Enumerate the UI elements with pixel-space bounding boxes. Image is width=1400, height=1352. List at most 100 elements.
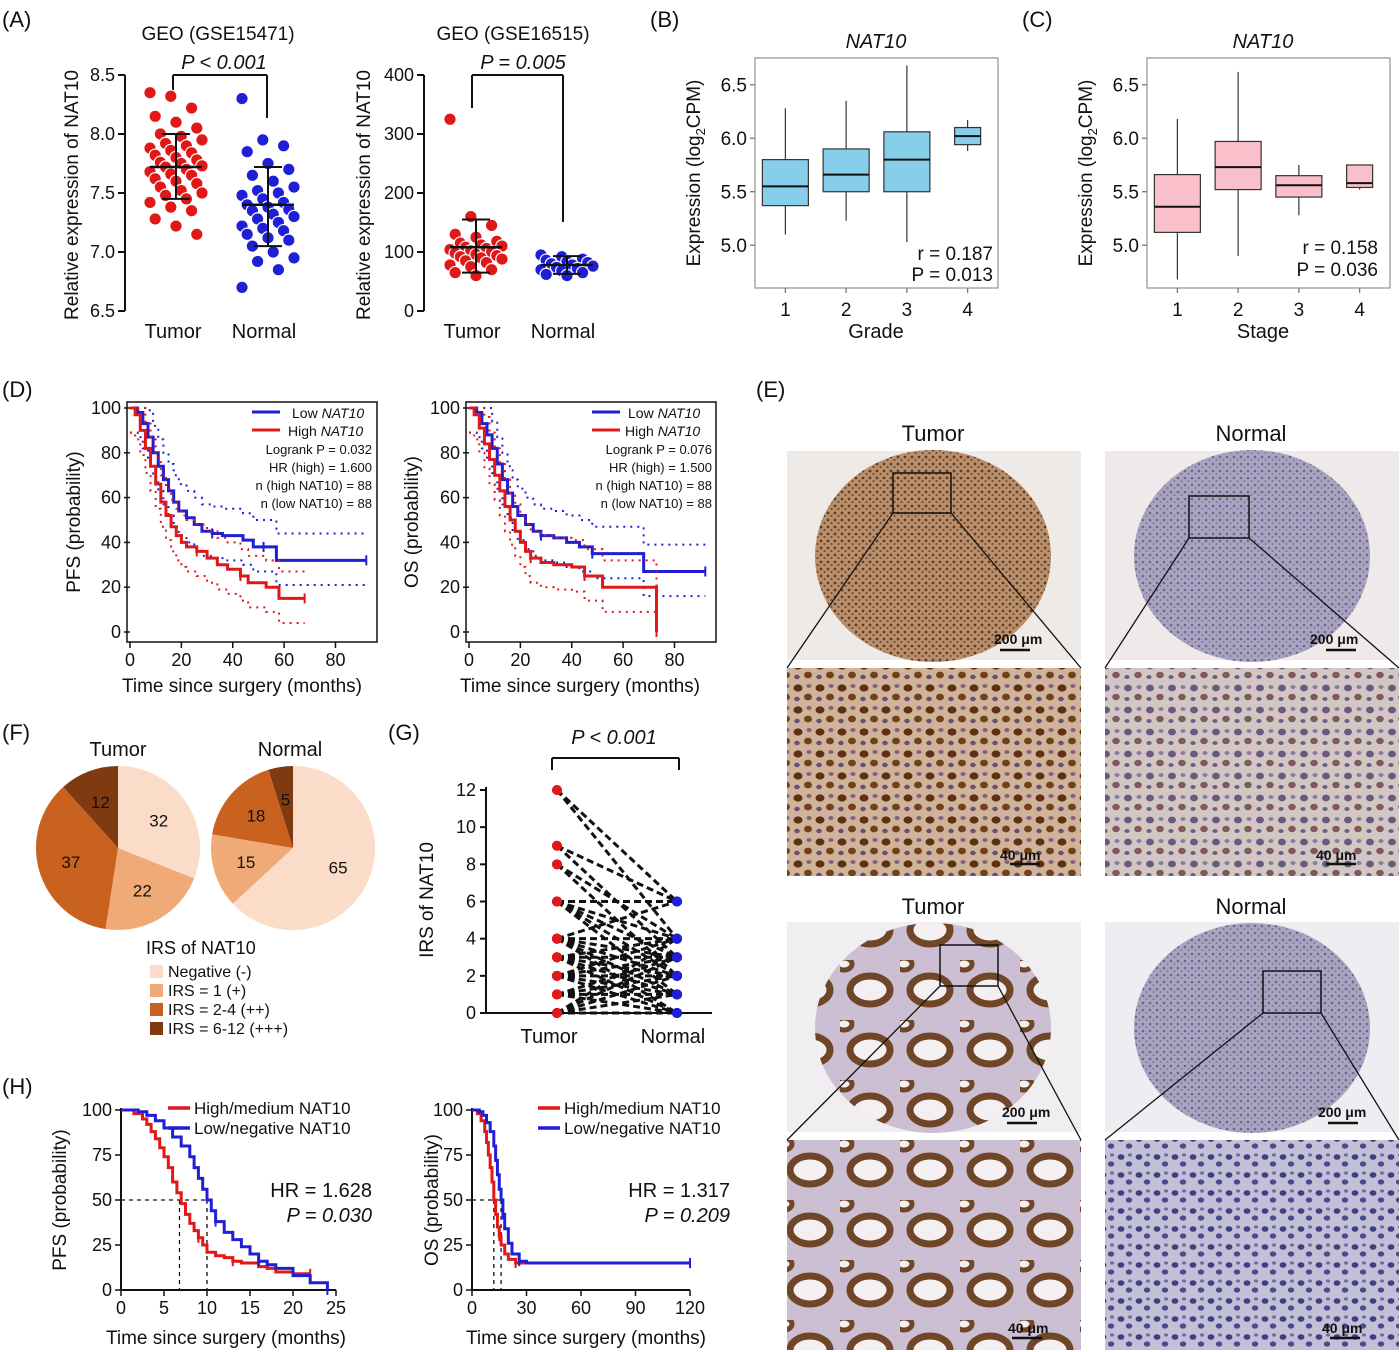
x-tick-label: 2 — [841, 300, 852, 321]
paired-line — [556, 955, 678, 978]
box — [761, 159, 809, 207]
panel-label-a: (A) — [2, 7, 31, 32]
d1-stat-n-low: n (low NAT10) = 88 — [261, 496, 372, 511]
a2-ylabel: Relative expression of NAT10 — [354, 70, 375, 320]
x-tick-label: 5 — [159, 1298, 169, 1318]
x-tick-label: 3 — [902, 300, 913, 321]
g-paired-lines — [552, 785, 682, 1018]
data-point — [235, 280, 249, 295]
h1-stat-p: P = 0.030 — [287, 1205, 372, 1227]
y-tick-label: 400 — [384, 65, 414, 85]
legend-swatch — [150, 965, 163, 978]
g-significance-bracket — [551, 757, 680, 770]
a1-xlabel-tumor: Tumor — [144, 321, 201, 343]
tumor-point — [552, 952, 562, 963]
paired-line — [556, 900, 678, 959]
d2-curves — [469, 406, 707, 637]
x-tick-label: 10 — [197, 1298, 217, 1318]
box — [1275, 175, 1323, 198]
confidence-band-upper — [130, 407, 367, 535]
b-plot-frame — [754, 57, 999, 289]
panel-label-h: (H) — [2, 1074, 33, 1099]
panel-a1-chart: GEO (GSE15471) P < 0.001 Relative expres… — [62, 24, 301, 343]
normal-point — [672, 989, 682, 1000]
x-tick-label: 0 — [125, 650, 135, 670]
pie-slice-label: 5 — [281, 790, 290, 809]
x-tick-label: 60 — [571, 1298, 591, 1318]
y-tick-label: 200 — [384, 183, 414, 203]
paired-line — [555, 788, 679, 903]
data-point — [148, 212, 162, 226]
survival-curve — [130, 406, 305, 600]
pie-slice — [35, 787, 118, 930]
panel-label-c: (C) — [1022, 7, 1053, 32]
data-point — [143, 85, 157, 100]
pie-slice — [118, 766, 201, 879]
data-point — [287, 251, 301, 265]
e-top-tumor-zoom — [787, 668, 1081, 876]
data-point — [195, 186, 209, 200]
y-tick-label: 0 — [453, 1280, 463, 1300]
h1-median-lines — [121, 1199, 208, 1290]
data-point — [287, 180, 301, 194]
pie-slice-label: 15 — [236, 853, 255, 872]
a1-points — [143, 85, 301, 295]
y-tick-label: 60 — [440, 488, 460, 508]
confidence-band-upper — [469, 407, 658, 606]
y-tick-label: 100 — [433, 1100, 463, 1120]
d1-legend-high: High NAT10 — [288, 423, 363, 439]
d1-stat-logrank: Logrank P = 0.032 — [266, 442, 372, 457]
confidence-band-lower — [130, 431, 305, 625]
h2-legend: High/medium NAT10 Low/negative NAT10 — [538, 1099, 721, 1138]
a1-title: GEO (GSE15471) — [141, 24, 294, 45]
y-tick-label: 20 — [101, 577, 121, 597]
data-point — [484, 262, 499, 277]
normal-point — [672, 933, 682, 944]
panel-b-chart: NAT10 Expression (log2CPM) 5.05.56.06.5 … — [684, 31, 999, 343]
y-tick-label: 50 — [443, 1190, 463, 1210]
data-point — [164, 200, 178, 214]
data-point — [164, 89, 178, 104]
legend-swatch — [150, 1022, 163, 1035]
tumor-point — [552, 840, 562, 851]
pie-slice — [268, 766, 293, 848]
panel-c-chart: NAT10 Expression (log2CPM) 5.05.56.06.5 … — [1076, 31, 1391, 343]
x-tick-label: 40 — [562, 650, 582, 670]
data-point — [484, 218, 499, 233]
y-tick-label: 8 — [466, 854, 476, 874]
box — [822, 148, 870, 193]
data-point — [184, 203, 199, 218]
data-point — [271, 262, 286, 277]
f-legend: Negative (-) IRS = 1 (+) IRS = 2-4 (++) IRS… — [150, 964, 288, 1038]
y-tick-label: 0 — [466, 1003, 476, 1023]
x-tick-label: 0 — [464, 650, 474, 670]
c-plot-frame — [1146, 57, 1391, 289]
y-tick-label: 20 — [440, 577, 460, 597]
e-scale-label-7: 40 μm — [1008, 1320, 1048, 1336]
x-tick-label: 80 — [664, 650, 684, 670]
h2-ticks: 0 25 50 75 100 0 30 60 90 120 — [433, 1100, 705, 1318]
y-tick-label: 6.0 — [721, 129, 747, 150]
y-tick-label: 50 — [92, 1190, 112, 1210]
e-bottom-normal-core — [1134, 923, 1370, 1133]
paired-line — [555, 789, 679, 940]
x-tick-label: 1 — [1172, 300, 1183, 321]
pie-slice-label: 12 — [91, 793, 110, 812]
y-tick-label: 12 — [456, 780, 476, 800]
f-pie-normal: 65 15 18 5 — [210, 766, 376, 930]
c-ylabel: Expression (log2CPM) — [1076, 80, 1100, 267]
data-point — [240, 144, 254, 159]
y-tick-label: 100 — [384, 242, 414, 262]
legend-swatch — [150, 1003, 163, 1016]
e-scale-label-3: 40 μm — [1000, 847, 1040, 863]
a1-significance-bracket — [172, 74, 268, 118]
d2-legend: Low NAT10 High NAT10 — [592, 405, 700, 439]
paired-line — [556, 900, 678, 941]
data-point — [148, 109, 162, 124]
e-top-normal-core — [1134, 450, 1370, 662]
d2-stat-hr: HR (high) = 1.500 — [609, 460, 712, 475]
paired-line — [556, 955, 678, 996]
panel-h2-chart: OS (probability) Time since surgery (mon… — [422, 1099, 730, 1349]
panel-label-b: (B) — [650, 7, 679, 32]
e-bottom-tumor-core — [815, 923, 1051, 1133]
